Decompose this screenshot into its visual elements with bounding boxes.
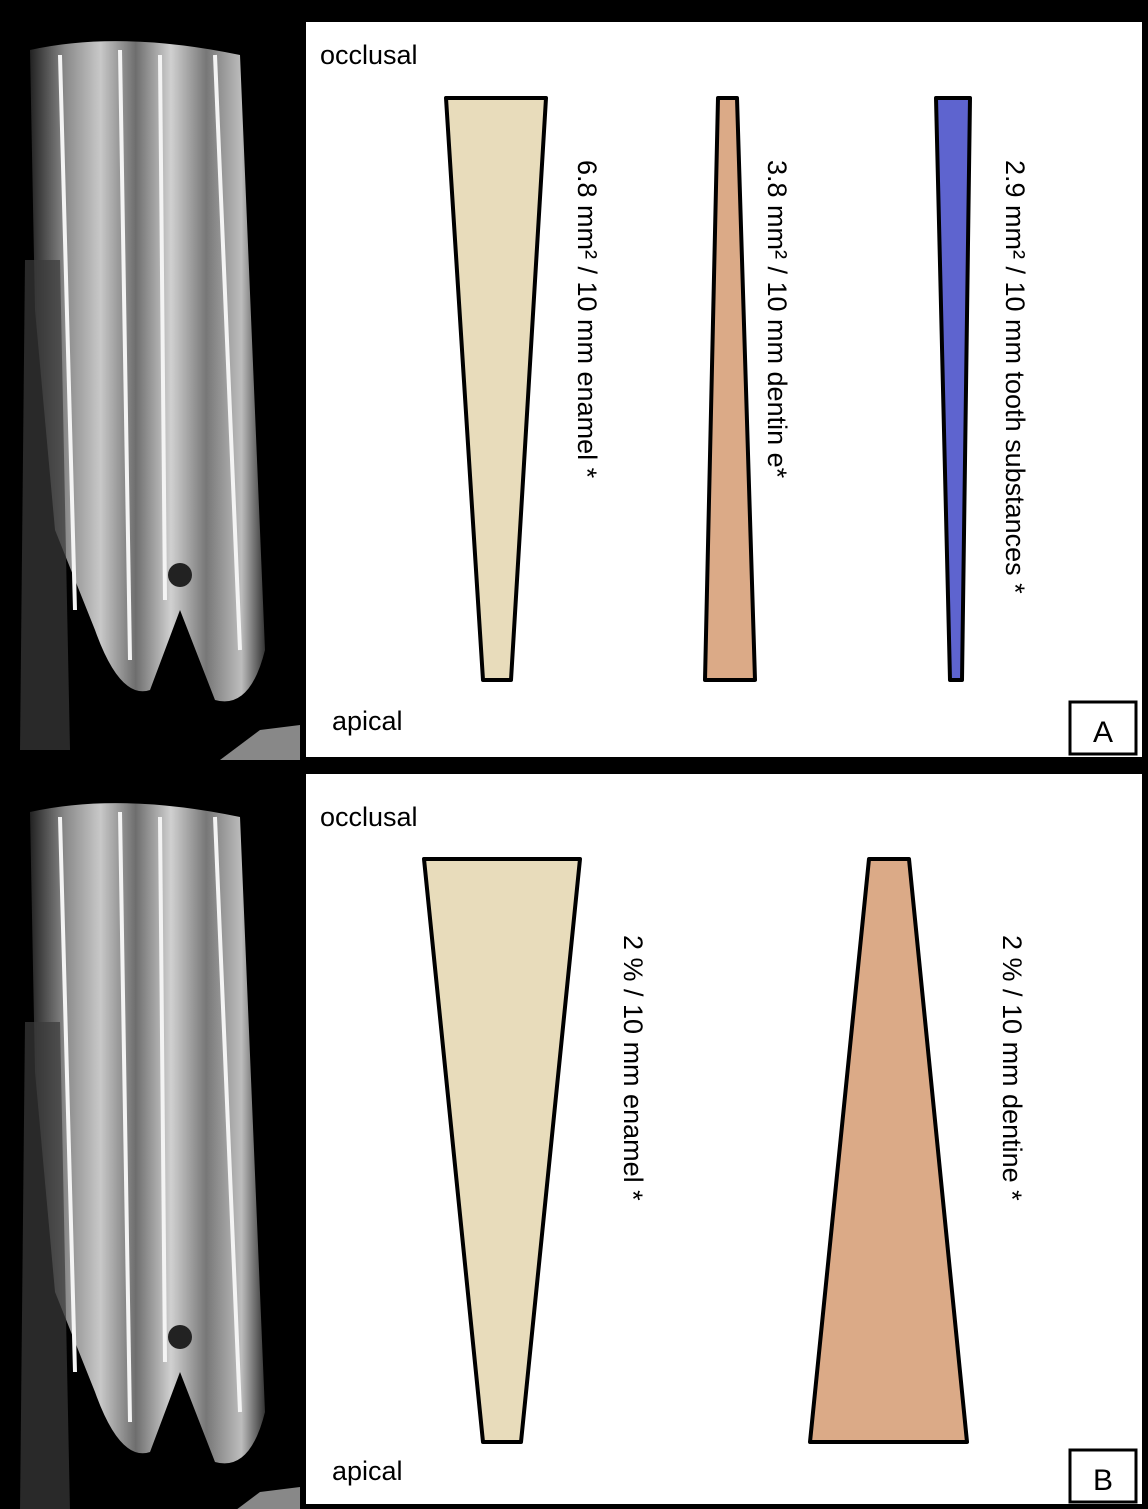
bottom-label: apical: [332, 1456, 403, 1486]
shape-label: 2.9 mm² / 10 mm tooth substances *: [1000, 160, 1030, 594]
bottom-label: apical: [332, 706, 403, 736]
top-label: occlusal: [320, 802, 418, 832]
panel-b: occlusal apical 2 % / 10 mm enamel * 2 %…: [0, 772, 1142, 1509]
panel-a: occlusal apical 6.8 mm² / 10 mm enamel *…: [0, 10, 1142, 760]
top-label: occlusal: [320, 40, 418, 70]
shape-label: 6.8 mm² / 10 mm enamel *: [572, 160, 602, 479]
shape-label: 3.8 mm² / 10 mm dentin e*: [762, 160, 792, 479]
panel-letter: A: [1093, 716, 1113, 749]
figure: occlusal apical 6.8 mm² / 10 mm enamel *…: [0, 0, 1148, 1509]
ct-image: [0, 772, 300, 1509]
shape-label: 2 % / 10 mm dentine *: [997, 935, 1027, 1201]
shape-label: 2 % / 10 mm enamel *: [618, 935, 648, 1201]
panel-letter: B: [1093, 1464, 1113, 1497]
ct-image: [0, 10, 300, 760]
